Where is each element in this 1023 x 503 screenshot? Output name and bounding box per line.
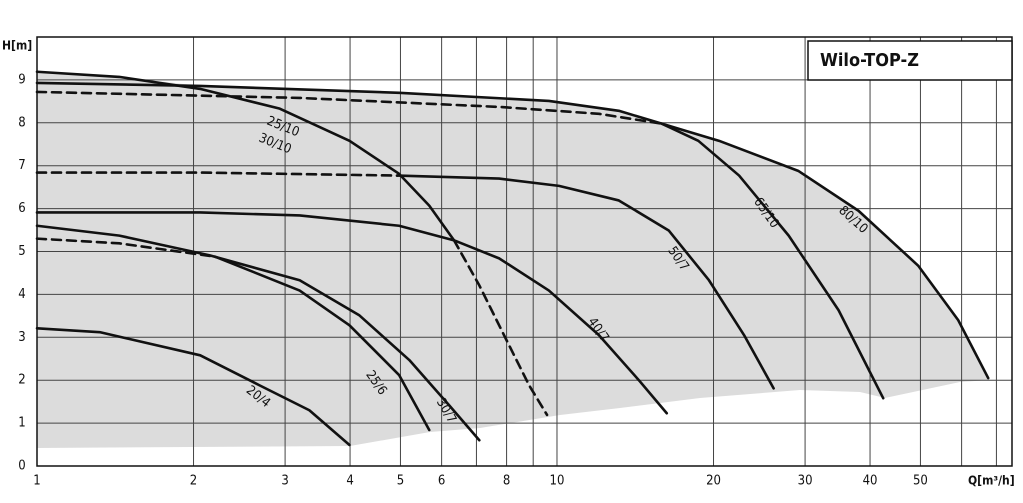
curve-dashed — [35, 171, 399, 177]
curve — [35, 224, 481, 442]
x-tick-label: 30 — [798, 474, 813, 489]
x-tick-label: 8 — [503, 474, 510, 489]
x-tick-label: 6 — [438, 474, 445, 489]
curve — [35, 81, 990, 380]
x-tick-label: 5 — [397, 474, 404, 489]
curve-dashed — [452, 239, 549, 417]
title-box — [807, 40, 1013, 81]
plot-frame — [36, 36, 1013, 467]
x-tick-label: 2 — [190, 474, 197, 489]
x-axis-label: Q[m³/h] — [968, 474, 1015, 488]
x-tick-label: 4 — [346, 474, 353, 489]
curve — [35, 326, 351, 447]
y-tick-label: 7 — [18, 158, 25, 173]
curve — [35, 70, 456, 242]
y-tick-label: 4 — [18, 287, 25, 302]
y-tick-label: 0 — [18, 459, 25, 474]
y-tick-label: 8 — [18, 115, 25, 130]
x-tick-label: 50 — [913, 474, 928, 489]
y-tick-label: 5 — [18, 244, 25, 259]
y-tick-label: 2 — [18, 373, 25, 388]
curve — [35, 211, 669, 415]
y-tick-label: 1 — [18, 416, 25, 431]
x-tick-label: 3 — [281, 474, 288, 489]
x-tick-label: 1 — [33, 474, 40, 489]
curve — [395, 174, 775, 390]
curve — [213, 255, 431, 432]
x-tick-label: 10 — [550, 474, 565, 489]
y-tick-label: 9 — [18, 72, 25, 87]
curve-dashed — [35, 237, 217, 258]
y-tick-label: 6 — [18, 201, 25, 216]
x-tick-label: 40 — [863, 474, 878, 489]
y-axis-label: H[m] — [2, 39, 32, 53]
curve-dashed — [35, 90, 664, 125]
curve — [660, 122, 885, 400]
y-tick-label: 3 — [18, 330, 25, 345]
x-tick-label: 20 — [706, 474, 721, 489]
curves-layer — [35, 70, 990, 447]
chart-title: Wilo-TOP-Z — [820, 50, 919, 71]
